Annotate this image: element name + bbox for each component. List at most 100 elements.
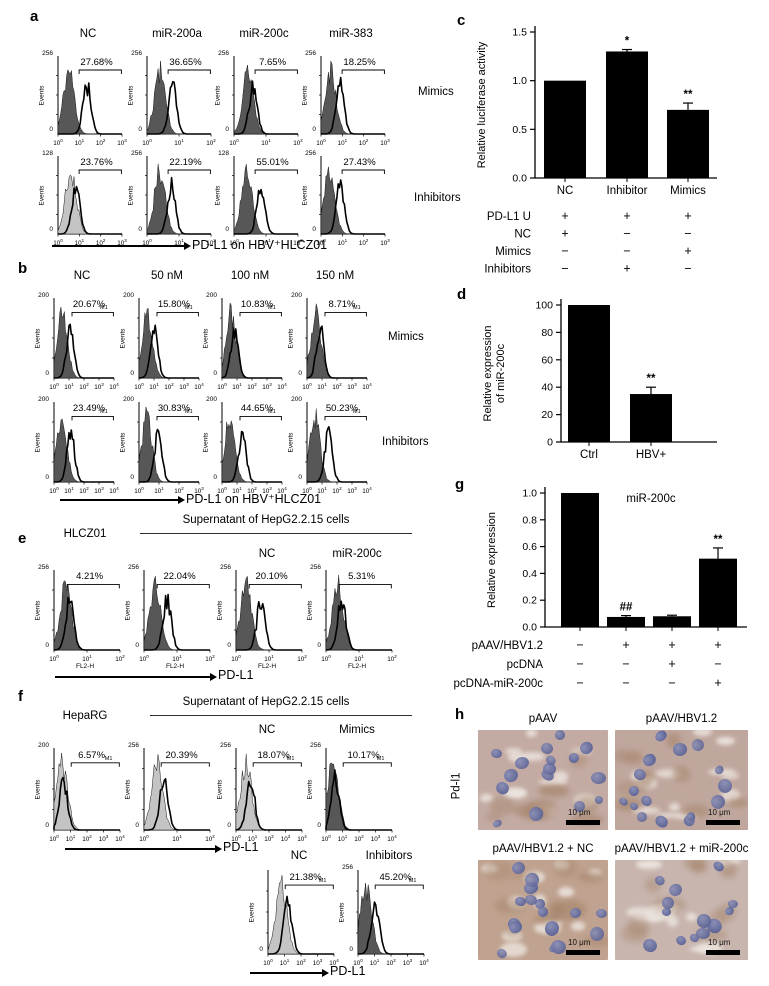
x-tick-label: 102 [247,486,257,496]
brown-patch [539,786,571,799]
flow-histogram: 256 Events 0 20.10% 100 101 102 FL2-H [208,562,307,670]
histogram-svg [137,402,200,485]
gate-m1-label: M1 [268,305,276,312]
flow-histogram: 200 Events 0 20.67% M1 100 101 102 103 104 [26,290,119,396]
histogram-plot [220,402,286,486]
bar [667,109,709,178]
brown-patch [485,812,503,821]
gate-m1-label: M1 [100,305,108,312]
x-tick-label: 102 [358,138,369,148]
bar-chart-svg: 0 20 40 60 80 100 Ctrl ** HBV+ Relative expressio… [482,299,717,461]
x-tick-label: 102 [358,238,369,248]
open-sample-curve [54,323,114,379]
histogram-plot [232,156,302,238]
y-axis-zero-label: 0 [45,822,49,829]
histogram-svg [56,56,123,137]
histogram-plot [266,870,338,958]
y-tick-label: 60 [541,354,553,366]
gate-percentage: 23.49% [72,403,106,415]
sign-table-sign: + [561,227,568,241]
y-tick-label: 80 [541,327,553,339]
filled-control-curve [143,754,210,831]
histogram-plot [319,56,389,138]
filled-control-curve [57,174,122,235]
sign-table-sign: + [668,657,675,671]
x-tick-label: 101 [232,382,242,392]
y-axis-title: Events [32,570,44,650]
y-axis-title: Events [214,570,226,650]
y-axis-zero-label: 0 [45,642,49,649]
x-tick-label: 100 [302,486,312,496]
gate-percentage: 20.67% [72,299,106,311]
sign-table-sign: − [684,227,691,241]
histogram-plot [234,570,306,654]
x-axis-label: FL2-H [257,663,277,670]
x-tick-label: 101 [74,238,85,248]
x-tick-label: 100 [142,238,152,248]
panel-b-column-header: 50 nM [151,270,183,282]
flow-histogram: Events 0 21.38% M1 100 101 102 103 104 [240,862,339,972]
x-tick-label: 100 [302,382,312,392]
histogram-plot [319,156,389,238]
x-axis-arrow-label: PD-L1 [223,840,259,854]
y-axis-max-label: 256 [38,564,49,571]
y-axis-zero-label: 0 [213,474,217,481]
flow-histogram: 256 Events 0 22.19% 100 101 102 [119,148,216,252]
x-tick-label: 102 [82,834,92,844]
flow-histogram: 200 Events 0 10.83% M1 100 101 102 103 104 [194,290,287,396]
x-axis-label: FL2-H [75,663,95,670]
x-axis-ticks: 100 101 102 [142,238,216,247]
ihc-image-3: 10 μm [615,860,748,960]
bar-chart-panel-c: c 0.0 0.5 1.0 1.5 NC * Inhibitor ** Mimics Relativ… [455,4,769,282]
flow-histogram: 256 Events 0 4.21% 100 101 102 FL2-H [26,562,125,670]
histogram-svg [319,156,386,237]
flow-histogram: 256 Events 0 10.17% M1 100 101 102 103 104 [298,740,397,848]
filled-control-curve [267,875,334,955]
x-tick-label: 102 [264,834,274,844]
open-sample-curve [325,769,392,831]
x-tick-label: 102 [386,958,396,968]
sign-table-sign: − [668,676,675,690]
panel-e-span-header: Supernatant of HepG2.2.15 cells [182,514,350,526]
cell-nucleus [554,730,566,741]
sign-table-row-label: pAAV/HBV1.2 [472,640,543,652]
open-sample-curve [58,82,122,135]
bar [544,80,586,178]
sign-table-row-label: pcDNA-miR-200c [454,678,544,690]
y-axis-title-text: Events [34,328,42,348]
ihc-image-1: 10 μm [615,730,748,830]
sign-table-sign: + [684,209,691,223]
x-tick-label: 104 [109,382,119,392]
y-axis-title: Events [299,156,311,234]
filled-control-curve [233,64,298,135]
filled-control-curve [325,574,392,651]
panel-d-label: d [457,286,467,303]
light-patch [481,863,498,873]
panel-b-row-label-mimics: Mimics [388,331,424,343]
bar-chart-panel-g: g 0.0 0.2 0.4 0.6 0.8 1.0 ## ** Relative expressi… [454,468,769,714]
y-tick-label: 100 [535,300,553,312]
gate-bracket [324,311,367,317]
x-tick-label: 102 [206,238,216,248]
gate-percentage: 10.83% [240,299,274,311]
y-axis-title-text: Events [119,432,127,452]
y-axis-title: Events [304,570,316,650]
x-tick-label: 104 [109,486,119,496]
y-axis-max-label: 256 [131,150,142,157]
gate-percentage: 4.21% [76,571,104,583]
light-patch [504,787,527,799]
x-axis-label: FL2-H [165,663,185,670]
gate-m1-label: M1 [318,878,327,885]
flow-histogram: 256 Events 0 22.04% 100 101 102 FL2-H [116,562,215,670]
gate-bracket [71,311,114,317]
significance-mark: ** [647,373,656,385]
x-tick-label: 100 [263,958,273,968]
y-axis-max-label: 128 [218,150,229,157]
x-axis-ticks: 100 101 102 103 104 [49,486,119,495]
x-tick-label: 103 [402,958,413,968]
y-tick-label: 1.0 [522,488,537,500]
y-tick-label: 0.5 [512,124,527,136]
light-patch [631,806,660,814]
y-axis-title-text: Events [287,432,295,452]
light-patch [655,813,683,819]
